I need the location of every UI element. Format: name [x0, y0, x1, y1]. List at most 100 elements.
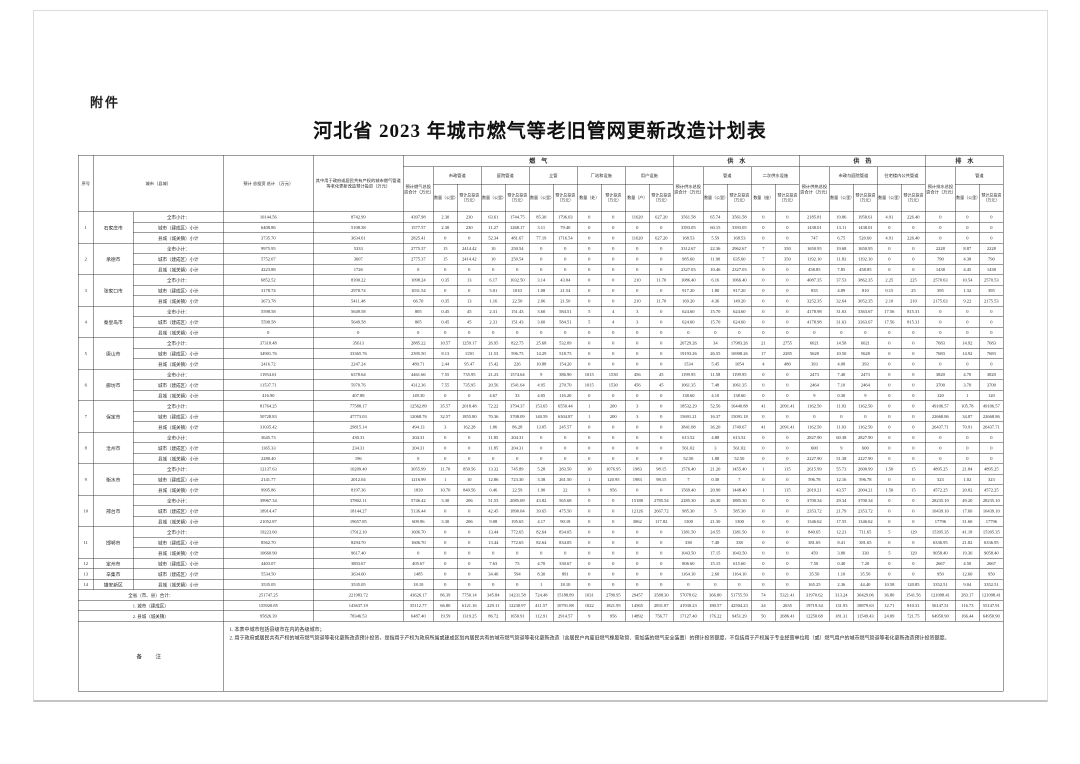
table-cell: 0 — [901, 505, 926, 517]
plan-table-container: 序号 城市（县城） 预计 总投资 总计 （万元） 其中用于政府或居民共有产权的城市燃气… — [77, 155, 1004, 692]
table-cell: 1885.30 — [727, 495, 752, 506]
table-cell: 0 — [577, 547, 602, 559]
header-row: 序号 城市（县城） 预计 总投资 总计 （万元） 其中用于政府或居民共有产权的城市燃气… — [78, 155, 1004, 212]
table-cell: 8.30 — [529, 568, 554, 580]
table-cell: 117.82 — [649, 516, 674, 527]
table-cell: 350 — [775, 243, 800, 254]
table-cell: 0 — [649, 285, 674, 296]
table-cell: 21.23 — [481, 369, 506, 380]
section-header: 排水 — [925, 155, 1004, 167]
table-cell: 2.36 — [829, 579, 854, 590]
table-cell: 0 — [979, 358, 1004, 370]
table-cell: 0 — [955, 358, 980, 370]
table-cell: 11.58 — [703, 369, 728, 380]
table-cell: 0 — [955, 211, 980, 223]
table-cell: 155920.85 — [223, 600, 314, 611]
table-cell: 459 — [799, 547, 830, 559]
table-cell: 10.54 — [955, 274, 980, 286]
table-cell: 17.60 — [955, 505, 980, 517]
table-cell: 4087.35 — [799, 274, 830, 286]
table-cell: 3820 — [925, 369, 956, 380]
table-cell: 0 — [877, 442, 902, 454]
table-cell: 0 — [601, 232, 626, 244]
city-name: 石家庄市 — [93, 211, 134, 244]
table-cell: 0 — [901, 558, 926, 569]
table-cell: 7.85 — [829, 264, 854, 275]
row-label: 全市小计： — [132, 463, 224, 475]
table-cell: 9 — [853, 390, 878, 401]
table-cell: 627.20 — [649, 232, 674, 244]
table-cell: 14.92 — [955, 348, 980, 359]
table-cell: 42504.23 — [727, 600, 752, 611]
table-cell: 917.20 — [727, 285, 752, 296]
table-cell: 77.19 — [529, 232, 554, 244]
table-cell: 2.60 — [703, 568, 728, 580]
table-cell: 1530 — [601, 369, 626, 380]
table-cell: 850.56 — [457, 463, 482, 475]
table-cell: 0 — [775, 558, 800, 569]
investment-header: 预计总投资（万元） — [727, 184, 752, 212]
table-cell: 57078.62 — [673, 589, 704, 601]
table-cell: 2785.54 — [649, 495, 674, 506]
table-cell: 0 — [625, 537, 650, 548]
table-cell: 176.22 — [703, 610, 728, 622]
table-cell: 1346.62 — [799, 516, 830, 527]
table-cell: 44.40 — [853, 579, 878, 590]
table-cell: 0 — [751, 222, 776, 233]
table-row: 6 廊坊市 全市小计： 11954.61 6378.64 4461.66 7.55 735.9… — [78, 369, 1004, 401]
table-cell: 0 — [877, 253, 902, 265]
table-cell: 0 — [751, 369, 776, 380]
table-cell: 2091.41 — [775, 421, 800, 433]
table-cell: 0 — [433, 285, 458, 296]
table-cell: 0 — [625, 264, 650, 275]
table-cell: 0 — [877, 379, 902, 391]
table-cell: 41 — [751, 400, 776, 412]
table-cell: 1821.95 — [601, 600, 626, 611]
table-cell: 2227.90 — [799, 453, 830, 464]
table-row: 14 雄安新区 县城（城关镇）小计 3535.05 3535.05 18.10 0 0 0 0 1 1… — [78, 579, 1004, 590]
table-cell: 0 — [433, 537, 458, 548]
table-cell: 2827.90 — [853, 432, 878, 443]
table-cell: 411.57 — [529, 600, 554, 611]
table-cell: 0 — [649, 421, 674, 433]
table-cell: 11.03 — [829, 400, 854, 412]
table-cell: 6.75 — [829, 232, 854, 244]
table-cell: 4.70 — [955, 369, 980, 380]
table-cell: 2.06 — [529, 295, 554, 307]
table-cell: 143637.19 — [313, 600, 404, 611]
table-cell: 1.08 — [529, 285, 554, 296]
table-cell: 0 — [979, 453, 1004, 464]
table-cell: 520.60 — [853, 232, 878, 244]
table-cell: 0 — [601, 547, 626, 559]
qty-header: 数量（公里） — [877, 184, 902, 212]
table-cell: 0 — [955, 306, 980, 317]
table-cell: 2755 — [775, 337, 800, 349]
table-cell: 0 — [625, 358, 650, 370]
table-cell: 2.30 — [433, 211, 458, 223]
table-cell: 0 — [433, 327, 458, 338]
table-cell: 0 — [553, 327, 578, 338]
table-cell: 0 — [775, 453, 800, 464]
table-cell: 11537.71 — [223, 379, 314, 391]
table-cell: 3055.99 — [403, 463, 434, 475]
table-cell: 0 — [649, 484, 674, 496]
table-cell: 0 — [649, 400, 674, 412]
table-cell: 2978.74 — [313, 285, 404, 296]
table-cell: 51.38 — [829, 453, 854, 464]
table-cell: 0 — [955, 316, 980, 328]
table-cell: 1066.40 — [727, 274, 752, 286]
table-cell: 138.60 — [673, 390, 704, 401]
table-cell: 0 — [433, 432, 458, 443]
table-cell: 47773.03 — [313, 411, 404, 422]
table-cell: 5598.58 — [223, 306, 314, 317]
table-cell: 0 — [649, 558, 674, 569]
table-cell: 12230.97 — [505, 600, 530, 611]
table-cell: 1606.70 — [403, 526, 434, 538]
subsection-header: 用户设施 — [625, 166, 674, 185]
investment-header: 预计投资（万元） — [601, 184, 626, 212]
notes-row: 备 注 1. 本表中城市包括县级市在内的各级城市； 2. 用于政府或居民共有产权的城… — [77, 621, 1004, 692]
table-cell: 0 — [955, 327, 980, 338]
table-cell: 0 — [601, 505, 626, 517]
table-cell: 0 — [481, 547, 506, 559]
section-header: 燃气 — [403, 155, 674, 167]
